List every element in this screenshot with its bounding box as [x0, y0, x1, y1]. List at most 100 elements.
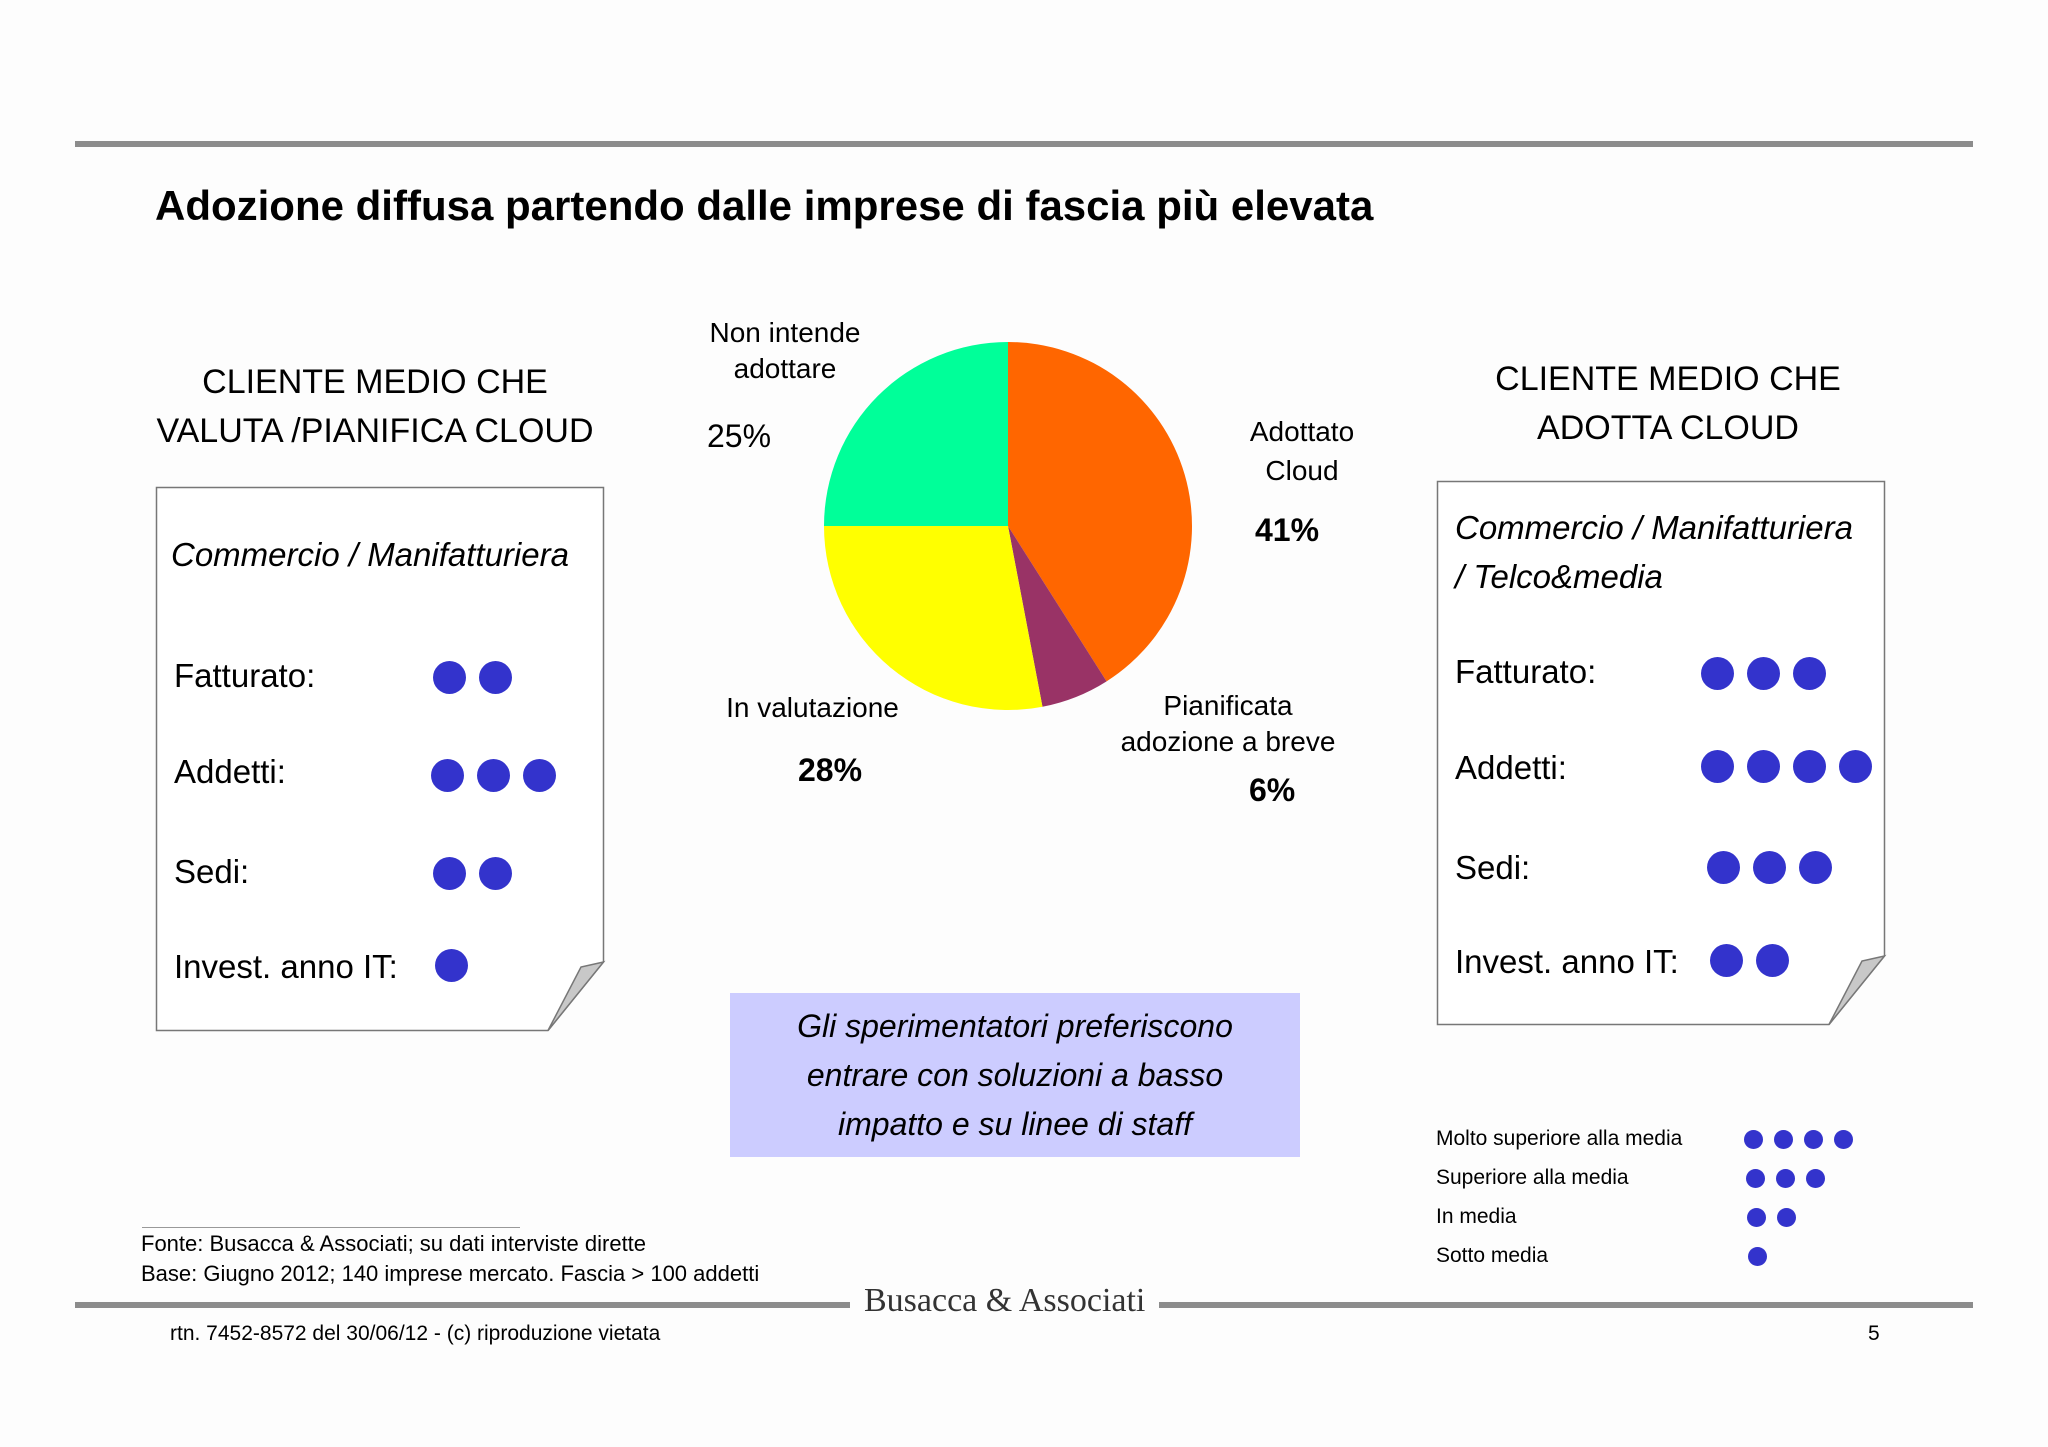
- right-profile-card: Commercio / Manifatturiera / Telco&media…: [1436, 480, 1887, 1026]
- value-adottato: 41%: [1255, 512, 1320, 548]
- legend-label-2: In media: [1436, 1205, 1517, 1228]
- label-in-valutazione: In valutazione: [726, 692, 899, 723]
- page-number: 5: [1868, 1322, 1880, 1345]
- right-dots-addetti: [1701, 750, 1872, 783]
- right-row-addetti: Addetti:: [1455, 749, 1567, 786]
- rating-dot-icon: [523, 759, 556, 792]
- rating-dot-icon: [1834, 1130, 1853, 1149]
- rating-dot-icon: [1753, 851, 1786, 884]
- legend-dots-2: [1747, 1208, 1796, 1227]
- legend-label-4: Molto superiore alla media: [1436, 1127, 1683, 1150]
- left-dots-sedi: [433, 857, 512, 890]
- left-header-line2: VALUTA /PIANIFICA CLOUD: [156, 412, 594, 450]
- rating-dot-icon: [1748, 1247, 1767, 1266]
- right-sector: Commercio / Manifatturiera / Telco&media: [1455, 503, 1853, 601]
- label-non-intende: Non intende adottare: [685, 315, 885, 387]
- label-adottato: Adottato Cloud: [1222, 412, 1382, 490]
- right-dots-fatturato: [1701, 657, 1826, 690]
- rating-dot-icon: [1747, 657, 1780, 690]
- right-dots-invest: [1710, 944, 1789, 977]
- rating-dot-icon: [1793, 750, 1826, 783]
- right-card-shape: [1436, 480, 1887, 1026]
- legend-label-1: Sotto media: [1436, 1244, 1549, 1267]
- rating-dot-icon: [1777, 1208, 1796, 1227]
- right-row-invest: Invest. anno IT:: [1455, 943, 1679, 980]
- legend-dots-3: [1746, 1169, 1825, 1188]
- rating-dot-icon: [1747, 750, 1780, 783]
- left-sector: Commercio / Manifatturiera: [171, 536, 569, 573]
- left-dots-invest: [435, 949, 468, 982]
- right-row-fatturato: Fatturato:: [1455, 653, 1597, 690]
- right-card-header: CLIENTE MEDIO CHE ADOTTA CLOUD: [1443, 355, 1893, 453]
- label-adottato-line1: Adottato: [1249, 416, 1355, 447]
- note-line2: entrare con soluzioni a basso: [806, 1056, 1224, 1093]
- rating-dot-icon: [1746, 1169, 1765, 1188]
- rating-dot-icon: [1701, 750, 1734, 783]
- rating-dot-icon: [1839, 750, 1872, 783]
- value-pianificata: 6%: [1249, 772, 1296, 808]
- right-sector-line1: Commercio / Manifatturiera: [1455, 509, 1853, 546]
- rating-dot-icon: [1701, 657, 1734, 690]
- rating-dot-icon: [433, 857, 466, 890]
- note-box: Gli sperimentatori preferiscono entrare …: [730, 993, 1300, 1157]
- right-header-line1: CLIENTE MEDIO CHE: [1495, 360, 1841, 398]
- rating-dot-icon: [1747, 1208, 1766, 1227]
- page-title: Adozione diffusa partendo dalle imprese …: [155, 182, 1374, 229]
- rating-dot-icon: [1799, 851, 1832, 884]
- left-row-fatturato: Fatturato:: [174, 657, 316, 694]
- left-row-addetti: Addetti:: [174, 753, 286, 790]
- right-dots-sedi: [1707, 851, 1832, 884]
- rating-dot-icon: [1793, 657, 1826, 690]
- page-curl-icon: [1828, 954, 1887, 1025]
- left-row-sedi: Sedi:: [174, 853, 250, 890]
- right-sector-line2: / Telco&media: [1455, 558, 1663, 595]
- right-header-line2: ADOTTA CLOUD: [1537, 409, 1799, 447]
- footer-base: Base: Giugno 2012; 140 imprese mercato. …: [141, 1261, 760, 1286]
- pie-slice-in-valutazione: [824, 526, 1043, 710]
- rating-dot-icon: [479, 857, 512, 890]
- value-non-intende: 25%: [707, 418, 772, 454]
- label-pianificata: Pianificata adozione a breve: [1108, 688, 1348, 760]
- note-line1: Gli sperimentatori preferiscono: [797, 1007, 1233, 1044]
- note-line3: impatto e su linee di staff: [838, 1105, 1192, 1142]
- footer-copyright: rtn. 7452-8572 del 30/06/12 - (c) riprod…: [170, 1322, 661, 1345]
- pie-chart: [824, 342, 1192, 710]
- top-rule: [75, 141, 1973, 147]
- rating-dot-icon: [435, 949, 468, 982]
- legend-label-3: Superiore alla media: [1436, 1166, 1629, 1189]
- rating-dot-icon: [1804, 1130, 1823, 1149]
- legend-dots-1: [1748, 1247, 1767, 1266]
- label-pianificata-line1: Pianificata: [1163, 690, 1293, 721]
- left-dots-fatturato: [433, 661, 512, 694]
- rating-dot-icon: [1806, 1169, 1825, 1188]
- rating-dot-icon: [1744, 1130, 1763, 1149]
- label-pianificata-line2: adozione a breve: [1120, 726, 1336, 757]
- footer-source: Fonte: Busacca & Associati; su dati inte…: [141, 1231, 647, 1256]
- left-header-line1: CLIENTE MEDIO CHE: [202, 363, 548, 401]
- label-non-intende-line2: adottare: [733, 353, 837, 384]
- legend-dots-4: [1744, 1130, 1853, 1149]
- page-curl-icon: [547, 960, 606, 1031]
- rating-dot-icon: [1776, 1169, 1795, 1188]
- rating-dot-icon: [1707, 851, 1740, 884]
- left-card-header: CLIENTE MEDIO CHE VALUTA /PIANIFICA CLOU…: [150, 358, 600, 456]
- rating-dot-icon: [433, 661, 466, 694]
- label-non-intende-line1: Non intende: [709, 317, 861, 348]
- source-divider: [142, 1227, 520, 1228]
- left-dots-addetti: [431, 759, 556, 792]
- rating-dot-icon: [1756, 944, 1789, 977]
- label-adottato-line2: Cloud: [1265, 455, 1339, 486]
- right-row-sedi: Sedi:: [1455, 849, 1531, 886]
- left-card-shape: [155, 486, 606, 1032]
- rating-dot-icon: [479, 661, 512, 694]
- rating-dot-icon: [1710, 944, 1743, 977]
- brand-logo: Busacca & Associati: [850, 1282, 1160, 1320]
- left-row-invest: Invest. anno IT:: [174, 948, 398, 985]
- pie-slice-pianificata: [1008, 526, 1107, 707]
- rating-dot-icon: [1774, 1130, 1793, 1149]
- value-in-valutazione: 28%: [798, 752, 863, 788]
- pie-slice-non-intende: [824, 342, 1008, 526]
- left-profile-card: Commercio / Manifatturiera Fatturato: Ad…: [155, 486, 606, 1032]
- rating-dot-icon: [477, 759, 510, 792]
- pie-slice-adottato: [1008, 342, 1192, 682]
